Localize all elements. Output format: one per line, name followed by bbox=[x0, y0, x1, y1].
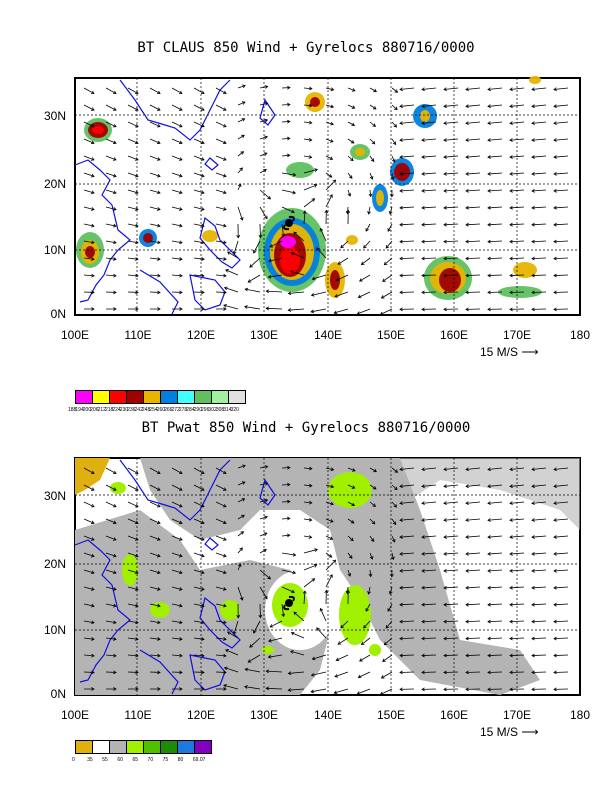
colorbar-tick-label: 194 bbox=[75, 407, 84, 413]
colorbar-tick-label: 236 bbox=[127, 407, 136, 413]
cloud-top-shading bbox=[76, 76, 542, 300]
wind-vectors bbox=[83, 464, 569, 696]
colorbar-tick-label: 254 bbox=[149, 407, 158, 413]
colorbar-tick-label: 272 bbox=[171, 407, 180, 413]
colorbar-tick-label: 266 bbox=[164, 407, 173, 413]
p2-xlabel-140e: 140E bbox=[313, 708, 343, 722]
p1-ylabel-30n: 30N bbox=[43, 109, 66, 123]
colorbar-swatch bbox=[75, 390, 93, 404]
colorbar-tick-label: 230 bbox=[119, 407, 129, 413]
colorbar-tick-label: 290 bbox=[193, 407, 202, 413]
p2-xlabel-100e: 100E bbox=[60, 708, 90, 722]
p1-xlabel-140e: 140E bbox=[313, 328, 343, 342]
colorbar-swatch bbox=[194, 740, 212, 754]
colorbar-tick-label: 55 bbox=[102, 757, 108, 763]
colorbar-swatch bbox=[126, 740, 144, 754]
colorbar-tick-label: 218 bbox=[104, 407, 114, 413]
colorbar-tick-label: 188 bbox=[68, 407, 77, 413]
colorbar-tick-label: 242 bbox=[134, 407, 143, 413]
colorbar-swatch bbox=[177, 740, 195, 754]
colorbar-tick-label: 260 bbox=[156, 407, 166, 413]
p1-colorbar-labels: 188 194 200 206 212 218 224 230 236 242 248 254 260 2… bbox=[68, 407, 239, 413]
colorbar-swatch bbox=[92, 740, 110, 754]
p1-ylabel-0n: 0N bbox=[50, 307, 66, 321]
colorbar-tick-label: 212 bbox=[97, 407, 106, 413]
colorbar-tick-label: 320 bbox=[230, 407, 239, 413]
colorbar-tick-label: 314 bbox=[223, 407, 232, 413]
colorbar-tick-label: 75 bbox=[162, 757, 169, 763]
colorbar-tick-label: 296 bbox=[201, 407, 210, 413]
p1-ylabel-20n: 20N bbox=[43, 177, 66, 191]
p2-reference-vector: 15 M/S ⟶ bbox=[480, 725, 539, 739]
panel2-map bbox=[74, 457, 581, 696]
colorbar-swatch bbox=[92, 390, 110, 404]
colorbar-tick-label: 302 bbox=[208, 407, 217, 413]
p1-reference-vector: 15 M/S ⟶ bbox=[480, 345, 539, 359]
p2-xlabel-170e: 170E bbox=[502, 708, 532, 722]
p2-colorbar bbox=[75, 740, 212, 754]
p1-xlabel-160e: 160E bbox=[439, 328, 469, 342]
p1-xlabel-100e: 100E bbox=[60, 328, 90, 342]
colorbar-tick-label: 308 bbox=[215, 407, 225, 413]
arrow-right-icon: ⟶ bbox=[521, 725, 539, 739]
colorbar-swatch bbox=[143, 740, 161, 754]
colorbar-tick-label: 65 bbox=[132, 757, 138, 763]
arrow-right-icon: ⟶ bbox=[521, 345, 539, 359]
p2-xlabel-180: 180 bbox=[569, 708, 591, 722]
p2-ylabel-10n: 10N bbox=[43, 623, 66, 637]
p1-ylabel-10n: 10N bbox=[43, 243, 66, 257]
colorbar-tick-label: 60 bbox=[117, 757, 123, 763]
colorbar-tick-label: 70 bbox=[147, 757, 154, 763]
colorbar-tick-label: 248 bbox=[141, 407, 151, 413]
colorbar-tick-label: 69.07 bbox=[192, 757, 206, 763]
pwat-shading bbox=[75, 458, 580, 695]
p2-xlabel-130e: 130E bbox=[249, 708, 279, 722]
p2-xlabel-110e: 110E bbox=[124, 708, 152, 722]
colorbar-tick-label: 206 bbox=[90, 407, 99, 413]
colorbar-tick-label: 224 bbox=[112, 407, 121, 413]
p2-ylabel-20n: 20N bbox=[43, 557, 66, 571]
p2-colorbar-labels: 0 35 55 60 65 70 75 80 69.07 bbox=[72, 757, 208, 763]
p2-ylabel-0n: 0N bbox=[50, 687, 66, 701]
colorbar-swatch bbox=[75, 740, 93, 754]
colorbar-swatch bbox=[126, 390, 144, 404]
colorbar-tick-label: 0 bbox=[72, 757, 75, 763]
colorbar-swatch bbox=[143, 390, 161, 404]
panel1-title: BT CLAUS 850 Wind + Gyrelocs 880716/0000 bbox=[137, 40, 475, 56]
p2-xlabel-160e: 160E bbox=[439, 708, 469, 722]
colorbar-swatch bbox=[228, 390, 246, 404]
wind-vectors bbox=[83, 84, 569, 316]
p2-xlabel-120e: 120E bbox=[186, 708, 216, 722]
typhoon-symbol bbox=[283, 215, 295, 231]
p2-ylabel-30n: 30N bbox=[43, 489, 66, 503]
p1-xlabel-170e: 170E bbox=[502, 328, 532, 342]
p1-xlabel-130e: 130E bbox=[249, 328, 279, 342]
typhoon-symbol bbox=[283, 595, 295, 611]
colorbar-tick-label: 200 bbox=[82, 407, 92, 413]
p1-xlabel-120e: 120E bbox=[186, 328, 216, 342]
colorbar-tick-label: 284 bbox=[186, 407, 195, 413]
p1-xlabel-180: 180 bbox=[569, 328, 591, 342]
coastlines bbox=[74, 79, 276, 315]
colorbar-swatch bbox=[160, 390, 178, 404]
colorbar-tick-label: 35 bbox=[87, 757, 93, 763]
coastlines bbox=[74, 459, 276, 695]
panel1-map bbox=[74, 76, 581, 316]
colorbar-swatch bbox=[109, 390, 127, 404]
colorbar-tick-label: 278 bbox=[178, 407, 188, 413]
colorbar-swatch bbox=[109, 740, 127, 754]
p1-xlabel-110e: 110E bbox=[124, 328, 152, 342]
p1-reference-vector-label: 15 M/S bbox=[480, 345, 519, 359]
p1-colorbar bbox=[75, 390, 246, 404]
p2-xlabel-150e: 150E bbox=[376, 708, 406, 722]
panel2-title: BT Pwat 850 Wind + Gyrelocs 880716/0000 bbox=[141, 420, 471, 436]
colorbar-swatch bbox=[194, 390, 212, 404]
p2-reference-vector-label: 15 M/S bbox=[480, 725, 519, 739]
colorbar-swatch bbox=[160, 740, 178, 754]
colorbar-swatch bbox=[211, 390, 229, 404]
colorbar-tick-label: 80 bbox=[177, 757, 184, 763]
p1-xlabel-150e: 150E bbox=[376, 328, 406, 342]
colorbar-swatch bbox=[177, 390, 195, 404]
